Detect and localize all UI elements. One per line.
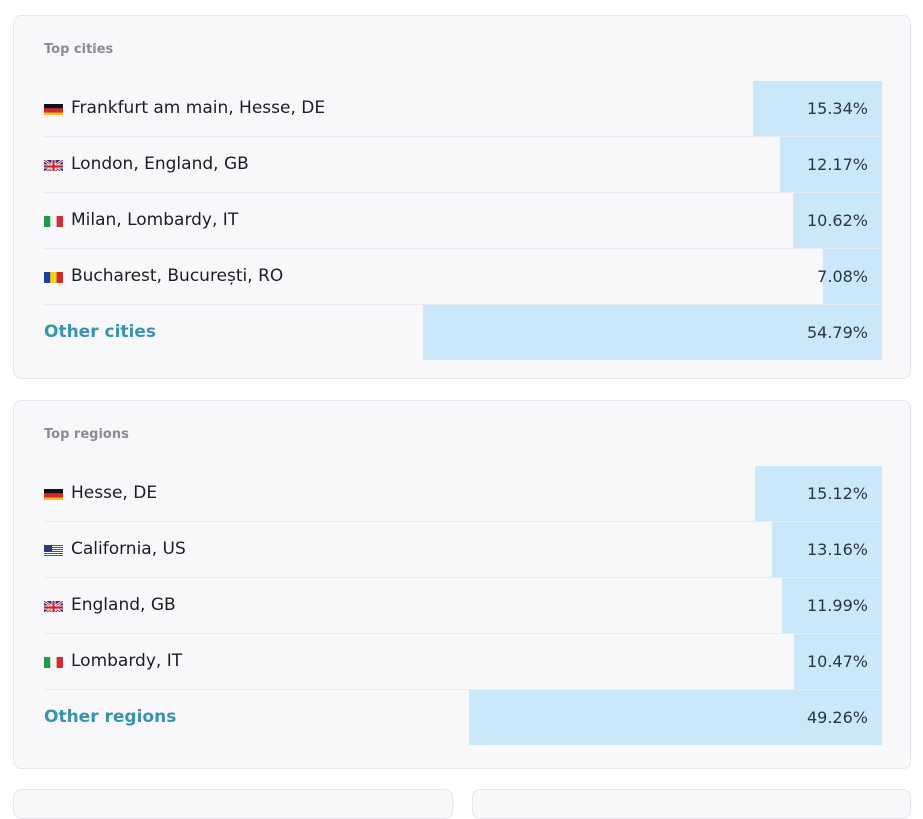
row-label: London, England, GB bbox=[71, 154, 249, 174]
percent-label: 49.26% bbox=[806, 708, 868, 727]
row-label: California, US bbox=[71, 539, 186, 559]
panel: Top cities Frankfurt am main, Hesse, DE 15… bbox=[13, 15, 911, 379]
flag-icon bbox=[44, 599, 63, 612]
panel-title: Top cities bbox=[44, 42, 114, 57]
percent-label: 10.47% bbox=[806, 652, 868, 671]
flag-icon bbox=[44, 214, 63, 227]
row: Lombardy, IT 10.47% bbox=[44, 634, 882, 690]
percent-bar bbox=[422, 305, 882, 360]
row: Bucharest, București, RO 7.08% bbox=[44, 249, 882, 305]
percent-bar bbox=[755, 466, 882, 521]
percent-label: 54.79% bbox=[806, 323, 868, 342]
row-label: England, GB bbox=[71, 595, 176, 615]
flag-icon bbox=[44, 655, 63, 668]
percent-bar bbox=[469, 690, 882, 745]
row-label: Lombardy, IT bbox=[71, 651, 183, 671]
row-label: Milan, Lombardy, IT bbox=[71, 210, 239, 230]
percent-bar bbox=[822, 249, 882, 304]
flag-icon bbox=[44, 102, 63, 115]
percent-label: 7.08% bbox=[817, 267, 868, 286]
row-label: Bucharest, București, RO bbox=[71, 266, 284, 286]
row: Frankfurt am main, Hesse, DE 15.34% bbox=[44, 81, 882, 137]
flag-icon bbox=[44, 158, 63, 171]
percent-label: 13.16% bbox=[806, 540, 868, 559]
percent-label: 15.34% bbox=[806, 99, 868, 118]
percent-label: 12.17% bbox=[806, 155, 868, 174]
row: Milan, Lombardy, IT 10.62% bbox=[44, 193, 882, 249]
row: Other regions 49.26% bbox=[44, 690, 882, 746]
row-label: Frankfurt am main, Hesse, DE bbox=[71, 98, 326, 118]
panel-stub bbox=[472, 789, 911, 819]
percent-bar bbox=[793, 193, 882, 248]
percent-label: 10.62% bbox=[806, 211, 868, 230]
row: England, GB 11.99% bbox=[44, 578, 882, 634]
row: Other cities 54.79% bbox=[44, 305, 882, 361]
flag-icon bbox=[44, 270, 63, 283]
row: Hesse, DE 15.12% bbox=[44, 466, 882, 522]
percent-label: 15.12% bbox=[806, 484, 868, 503]
percent-bar bbox=[771, 522, 882, 577]
flag-icon bbox=[44, 543, 63, 556]
row: London, England, GB 12.17% bbox=[44, 137, 882, 193]
panel-stub bbox=[13, 789, 453, 819]
percent-bar bbox=[780, 137, 882, 192]
percent-bar bbox=[781, 578, 882, 633]
percent-bar bbox=[794, 634, 882, 689]
row: California, US 13.16% bbox=[44, 522, 882, 578]
panel-title: Top regions bbox=[44, 427, 129, 442]
flag-icon bbox=[44, 487, 63, 500]
percent-bar bbox=[753, 81, 882, 136]
percent-label: 11.99% bbox=[806, 596, 868, 615]
row-label: Other cities bbox=[44, 322, 157, 342]
row-label: Other regions bbox=[44, 707, 177, 727]
panel: Top regions Hesse, DE 15.12% California, US… bbox=[13, 400, 911, 769]
row-label: Hesse, DE bbox=[71, 483, 158, 503]
